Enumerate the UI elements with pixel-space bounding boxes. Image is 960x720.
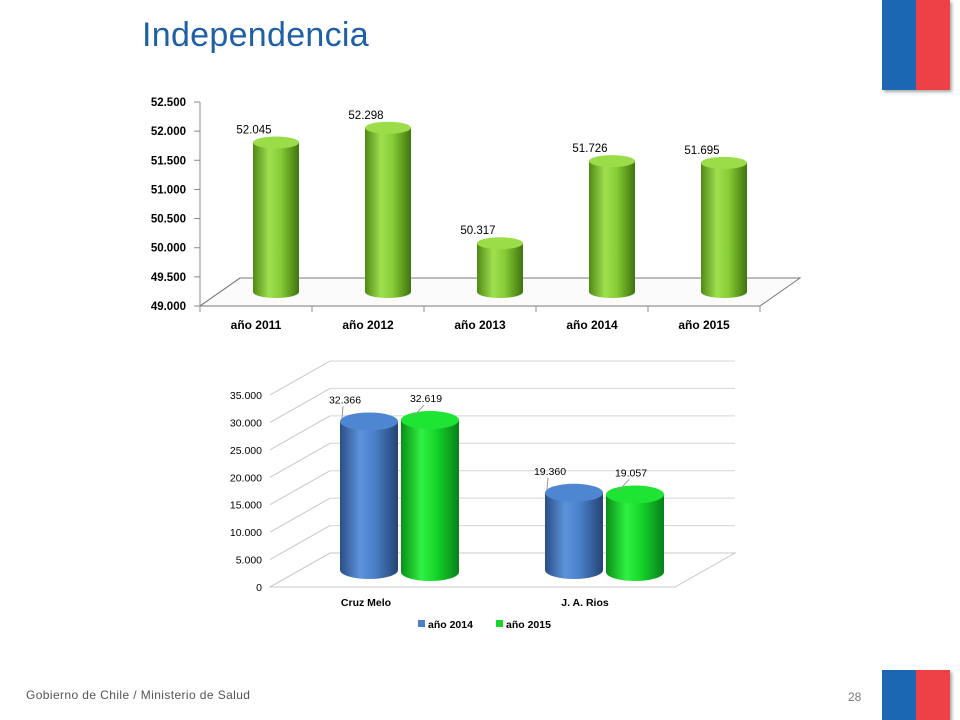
bar bbox=[253, 136, 299, 298]
legend-swatch bbox=[418, 620, 425, 627]
y-tick-label: 35.000 bbox=[230, 390, 262, 402]
data-label: 19.360 bbox=[534, 466, 566, 478]
x-tick-label: J. A. Rios bbox=[561, 597, 609, 609]
y-tick-label: 20.000 bbox=[230, 472, 262, 484]
footer-text: Gobierno de Chile / Ministerio de Salud bbox=[26, 688, 251, 702]
y-tick-label: 49.500 bbox=[151, 272, 186, 284]
gridline-side bbox=[269, 442, 331, 478]
gridline-side bbox=[269, 525, 331, 561]
gridline-side bbox=[269, 470, 331, 506]
gridline-side bbox=[269, 360, 331, 396]
gridline-side bbox=[269, 387, 331, 423]
y-tick-label: 51.500 bbox=[151, 155, 186, 167]
bar bbox=[589, 155, 635, 298]
y-tick-label: 5.000 bbox=[236, 555, 262, 567]
data-label: 51.695 bbox=[684, 145, 719, 157]
y-tick-label: 52.500 bbox=[151, 97, 186, 109]
legend-label: año 2015 bbox=[506, 619, 551, 631]
data-label: 50.317 bbox=[460, 225, 495, 237]
legend-label: año 2014 bbox=[428, 619, 473, 631]
data-label: 52.045 bbox=[236, 125, 271, 137]
y-tick-label: 49.000 bbox=[151, 301, 186, 313]
x-tick-label: año 2012 bbox=[342, 318, 394, 332]
page-title: Independencia bbox=[142, 16, 369, 54]
data-label-leader bbox=[341, 406, 344, 419]
x-tick-label: Cruz Melo bbox=[341, 597, 391, 609]
legend-swatch bbox=[496, 620, 503, 627]
bar bbox=[545, 483, 603, 579]
y-tick-label: 25.000 bbox=[230, 445, 262, 457]
page-number: 28 bbox=[848, 690, 862, 704]
chart-legend: año 2014 año 2015 bbox=[418, 619, 551, 631]
data-label: 32.366 bbox=[329, 394, 361, 406]
bar bbox=[401, 411, 459, 581]
y-tick-label: 50.000 bbox=[151, 243, 186, 255]
bar bbox=[340, 412, 398, 579]
data-label: 32.619 bbox=[410, 393, 442, 405]
y-tick-label: 30.000 bbox=[230, 417, 262, 429]
data-label: 52.298 bbox=[348, 110, 383, 122]
x-tick-label: año 2013 bbox=[454, 318, 506, 332]
gridline-side bbox=[269, 497, 331, 533]
y-tick-label: 51.000 bbox=[151, 184, 186, 196]
x-tick-label: año 2014 bbox=[566, 318, 618, 332]
data-label-leader bbox=[546, 477, 549, 490]
bar bbox=[365, 121, 411, 298]
y-tick-label: 15.000 bbox=[230, 500, 262, 512]
y-tick-label: 50.500 bbox=[151, 214, 186, 226]
chile-flag-bottom bbox=[882, 670, 950, 720]
bar bbox=[606, 485, 664, 581]
chart-floor bbox=[268, 552, 737, 588]
chile-flag-top bbox=[882, 0, 950, 90]
data-label: 51.726 bbox=[572, 143, 607, 155]
x-tick-label: año 2015 bbox=[678, 318, 730, 332]
bar bbox=[701, 156, 747, 298]
data-label: 19.057 bbox=[615, 467, 647, 479]
gridline-side bbox=[269, 415, 331, 451]
data-label-leader bbox=[617, 479, 630, 492]
y-tick-label: 52.000 bbox=[151, 126, 186, 138]
data-label-leader bbox=[412, 404, 425, 418]
bar bbox=[477, 237, 523, 298]
y-tick-label: 10.000 bbox=[230, 527, 262, 539]
y-tick-label: 0 bbox=[256, 582, 262, 594]
x-tick-label: año 2011 bbox=[231, 318, 282, 332]
